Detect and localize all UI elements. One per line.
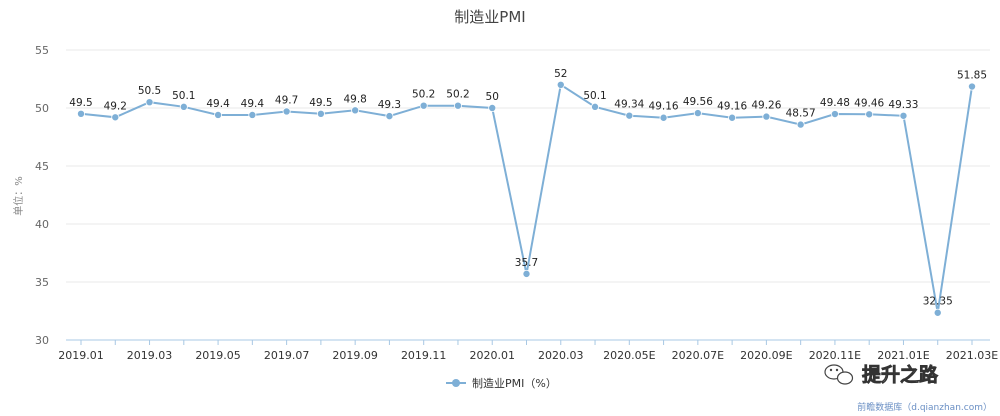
data-point[interactable] — [316, 109, 325, 118]
data-label: 49.56 — [683, 96, 713, 108]
data-point[interactable] — [522, 269, 531, 278]
data-point[interactable] — [830, 110, 839, 119]
data-label: 35.7 — [515, 257, 538, 269]
data-label: 50.1 — [583, 90, 606, 102]
x-tick-label: 2021.01E — [877, 349, 929, 362]
x-tick-label: 2019.09 — [332, 349, 378, 362]
data-point[interactable] — [282, 107, 291, 116]
y-tick-label: 35 — [35, 276, 49, 289]
data-point[interactable] — [77, 109, 86, 118]
data-point[interactable] — [351, 106, 360, 115]
data-label: 49.16 — [717, 101, 747, 113]
data-label: 49.8 — [343, 93, 366, 105]
y-tick-label: 50 — [35, 102, 49, 115]
data-label: 49.4 — [206, 98, 230, 110]
data-label: 49.5 — [309, 97, 332, 109]
x-tick-label: 2019.05 — [195, 349, 241, 362]
data-label: 50.5 — [138, 85, 161, 97]
chart-title: 制造业PMI — [454, 8, 525, 26]
data-label: 50.2 — [446, 89, 469, 101]
data-point[interactable] — [488, 104, 497, 113]
data-point[interactable] — [865, 110, 874, 119]
data-label: 52 — [554, 68, 567, 80]
data-point[interactable] — [248, 110, 257, 119]
legend-point-marker — [452, 379, 460, 387]
data-label: 49.4 — [241, 98, 265, 110]
data-label: 49.5 — [69, 97, 92, 109]
data-point[interactable] — [179, 102, 188, 111]
grid — [66, 49, 990, 283]
data-point[interactable] — [693, 109, 702, 118]
data-label: 50.2 — [412, 89, 435, 101]
y-axis-label: 单位：% — [12, 176, 25, 216]
series-line — [80, 83, 973, 313]
y-tick-label: 45 — [35, 160, 49, 173]
x-tick-label: 2021.03E — [946, 349, 998, 362]
data-point[interactable] — [968, 82, 977, 91]
data-label: 51.85 — [957, 70, 987, 82]
data-point[interactable] — [419, 101, 428, 110]
data-label: 50.1 — [172, 90, 195, 102]
data-label: 49.16 — [649, 101, 679, 113]
x-tick-label: 2020.11E — [809, 349, 861, 362]
x-tick-label: 2019.07 — [264, 349, 310, 362]
data-label: 49.46 — [854, 97, 884, 109]
data-label: 49.26 — [751, 100, 781, 112]
x-tick-label: 2020.05E — [603, 349, 655, 362]
data-point[interactable] — [453, 101, 462, 110]
data-point[interactable] — [385, 112, 394, 121]
data-label: 32.35 — [923, 296, 953, 308]
y-axis: 30 35 40 45 50 55 — [35, 44, 49, 347]
watermark: 提升之路 — [824, 363, 939, 386]
series-points — [77, 80, 977, 317]
y-tick-label: 30 — [35, 334, 49, 347]
data-label: 50 — [486, 91, 499, 103]
legend[interactable]: 制造业PMI（%） — [446, 376, 557, 390]
x-tick-label: 2020.07E — [672, 349, 724, 362]
data-label: 49.3 — [378, 99, 401, 111]
data-point[interactable] — [214, 110, 223, 119]
data-point[interactable] — [762, 112, 771, 121]
data-point[interactable] — [796, 120, 805, 129]
data-point[interactable] — [899, 111, 908, 120]
data-point[interactable] — [933, 308, 942, 317]
data-point[interactable] — [659, 113, 668, 122]
data-point[interactable] — [591, 102, 600, 111]
watermark-text: 提升之路 — [862, 363, 939, 386]
data-label: 49.48 — [820, 97, 850, 109]
x-tick-label: 2020.03 — [538, 349, 584, 362]
data-point[interactable] — [556, 80, 565, 89]
x-tick-label: 2019.11 — [401, 349, 447, 362]
data-point[interactable] — [728, 113, 737, 122]
x-tick-label: 2020.09E — [740, 349, 792, 362]
data-labels: 49.5 49.2 50.5 50.1 49.4 49.4 49.7 49.5 49.8 49.3… — [69, 68, 987, 308]
y-tick-label: 55 — [35, 44, 49, 57]
data-point[interactable] — [145, 98, 154, 107]
legend-label: 制造业PMI（%） — [472, 376, 557, 390]
data-label: 49.7 — [275, 94, 298, 106]
x-tick-label: 2020.01 — [469, 349, 515, 362]
x-tick-label: 2019.01 — [58, 349, 104, 362]
y-tick-label: 40 — [35, 218, 49, 231]
x-axis: 2019.01 2019.03 2019.05 2019.07 2019.09 2019.… — [58, 339, 998, 362]
data-label: 49.34 — [614, 99, 644, 111]
wechat-icon — [824, 364, 854, 385]
x-tick-label: 2019.03 — [127, 349, 173, 362]
data-label: 49.2 — [104, 100, 127, 112]
data-label: 49.33 — [888, 99, 918, 111]
data-label: 48.57 — [786, 108, 816, 120]
data-point[interactable] — [625, 111, 634, 120]
data-point[interactable] — [111, 113, 120, 122]
source-text: 前瞻数据库（d.qianzhan.com） — [857, 401, 992, 413]
